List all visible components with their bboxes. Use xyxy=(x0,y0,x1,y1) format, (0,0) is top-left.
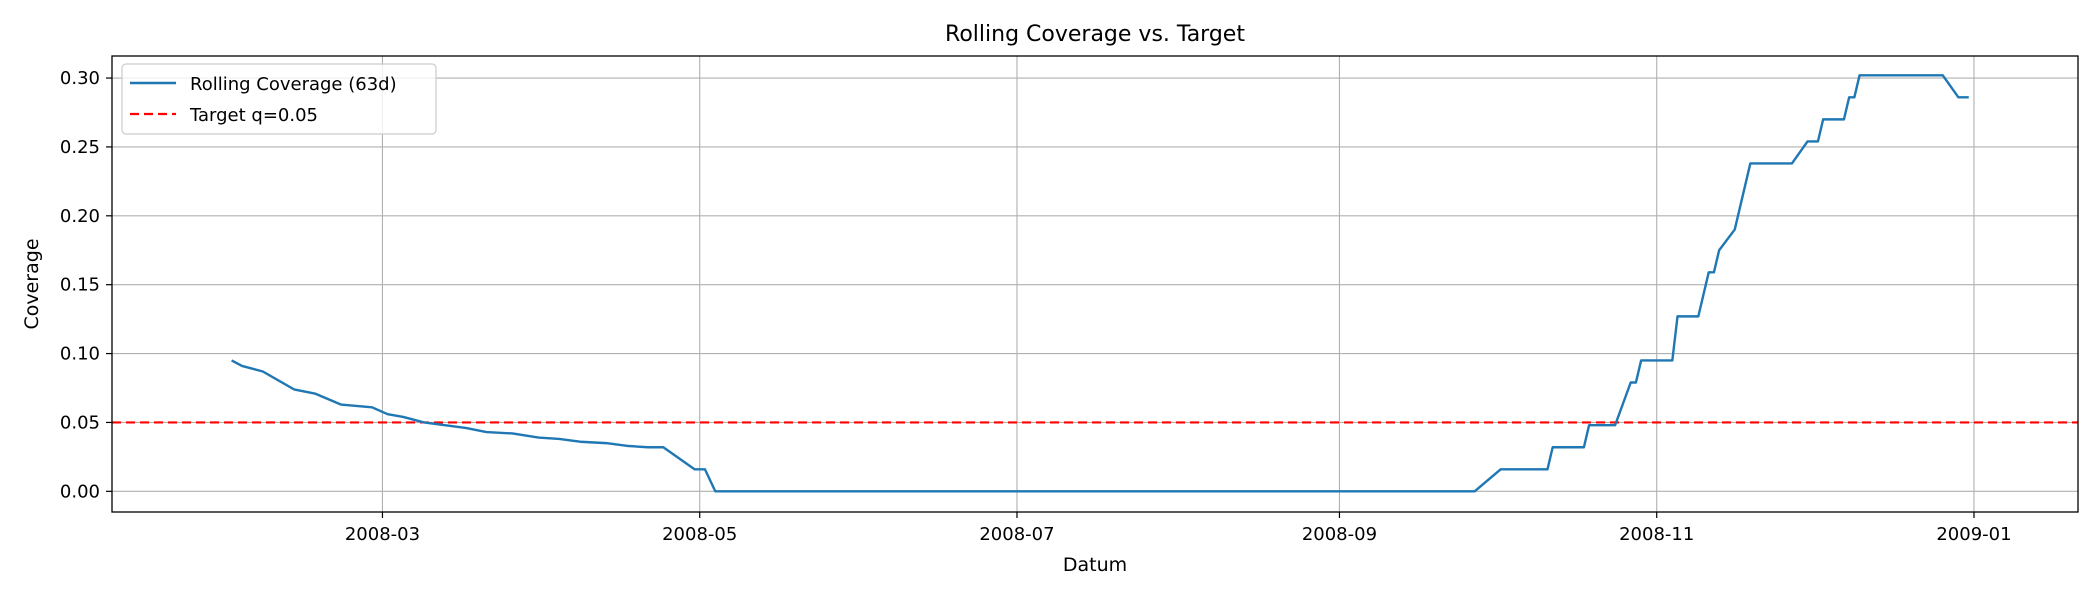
y-ticks: 0.00 0.05 0.10 0.15 0.20 0.25 0.30 xyxy=(60,68,112,502)
legend-box xyxy=(121,63,437,135)
x-tick-label: 2008-03 xyxy=(345,524,420,545)
grid-layer xyxy=(112,56,2078,512)
x-axis-label: Datum xyxy=(1063,554,1127,576)
y-tick-label: 0.05 xyxy=(60,412,100,433)
legend-label-target: Target q=0.05 xyxy=(189,105,318,126)
y-axis-label: Coverage xyxy=(21,238,43,329)
y-tick-label: 0.25 xyxy=(60,137,100,158)
plot-frame xyxy=(111,55,2079,513)
x-tick-label: 2008-05 xyxy=(662,524,737,545)
series-layer xyxy=(231,74,1969,493)
rolling-coverage-line xyxy=(231,74,1969,493)
legend: Rolling Coverage (63d) Target q=0.05 xyxy=(121,63,437,135)
y-tick-label: 0.15 xyxy=(60,275,100,296)
chart-title: Rolling Coverage vs. Target xyxy=(945,22,1245,47)
y-tick-label: 0.20 xyxy=(60,206,100,227)
x-tick-label: 2008-09 xyxy=(1302,524,1377,545)
x-tick-label: 2009-01 xyxy=(1936,524,2011,545)
y-tick-label: 0.00 xyxy=(60,481,100,502)
y-tick-label: 0.30 xyxy=(60,68,100,89)
legend-label-rolling-coverage: Rolling Coverage (63d) xyxy=(190,74,397,95)
x-tick-label: 2008-07 xyxy=(979,524,1054,545)
x-ticks: 2008-03 2008-05 2008-07 2008-09 2008-11 2009-… xyxy=(345,512,2012,545)
y-tick-label: 0.10 xyxy=(60,344,100,365)
x-tick-label: 2008-11 xyxy=(1619,524,1694,545)
